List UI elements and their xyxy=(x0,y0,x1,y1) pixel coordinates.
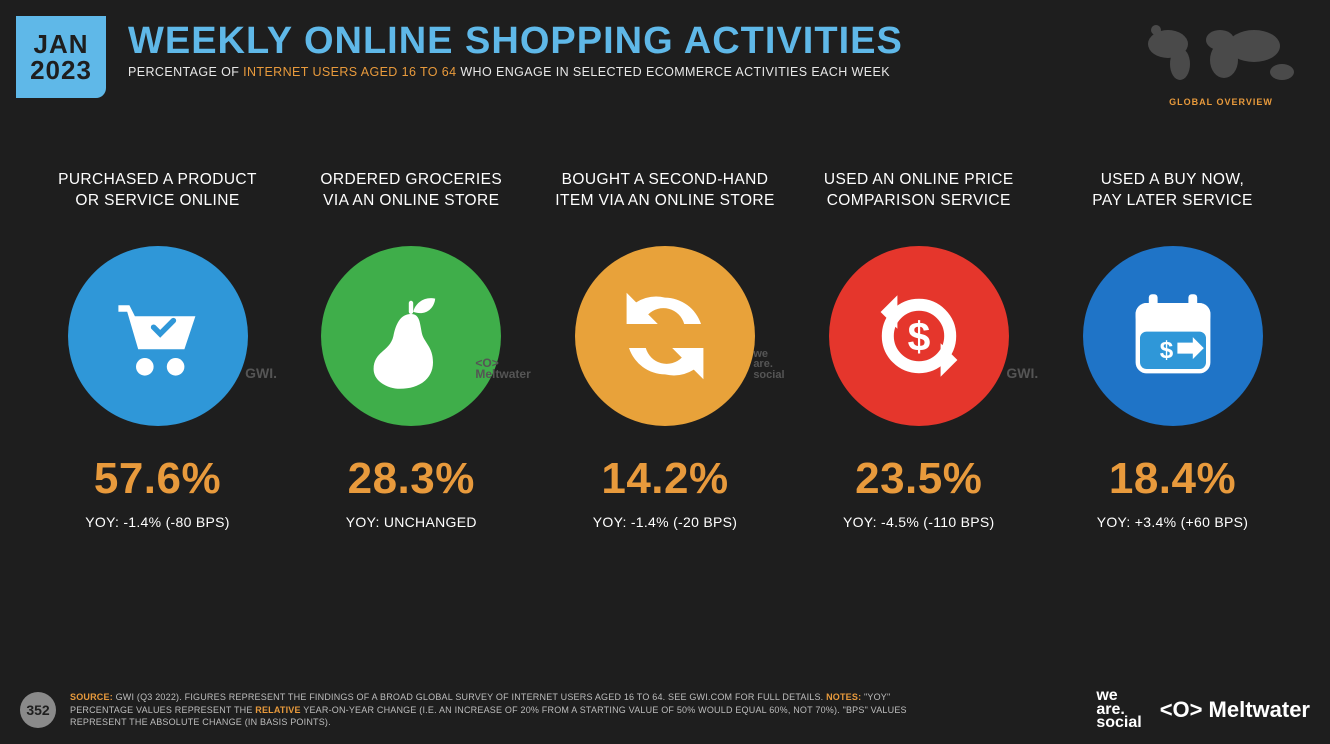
pear-icon xyxy=(321,246,501,426)
stat-yoy: YOY: -1.4% (-80 BPS) xyxy=(40,514,275,530)
cart-icon xyxy=(68,246,248,426)
stat-second-hand: BOUGHT A SECOND-HAND ITEM VIA AN ONLINE … xyxy=(548,170,783,530)
page-title: WEEKLY ONLINE SHOPPING ACTIVITIES xyxy=(128,20,1130,63)
stat-yoy: YOY: +3.4% (+60 BPS) xyxy=(1055,514,1290,530)
page-subtitle: PERCENTAGE OF INTERNET USERS AGED 16 TO … xyxy=(128,65,1130,79)
world-map: GLOBAL OVERVIEW xyxy=(1136,20,1306,107)
svg-text:$: $ xyxy=(1159,337,1173,364)
source-text: SOURCE: GWI (Q3 2022). FIGURES REPRESENT… xyxy=(70,691,950,727)
wearesocial-logo: we are. social xyxy=(1096,689,1141,730)
subtitle-prefix: PERCENTAGE OF xyxy=(128,65,243,79)
calendar-pay-icon: $ xyxy=(1083,246,1263,426)
subtitle-suffix: WHO ENGAGE IN SELECTED ECOMMERCE ACTIVIT… xyxy=(456,65,889,79)
stat-yoy: YOY: -4.5% (-110 BPS) xyxy=(801,514,1036,530)
stat-value: 23.5% xyxy=(801,454,1036,504)
stat-label: PURCHASED A PRODUCT OR SERVICE ONLINE xyxy=(40,170,275,216)
stat-yoy: YOY: -1.4% (-20 BPS) xyxy=(548,514,783,530)
watermark: <O>Meltwater xyxy=(475,358,530,380)
page-number: 352 xyxy=(20,692,56,728)
stat-yoy: YOY: UNCHANGED xyxy=(294,514,529,530)
header: WEEKLY ONLINE SHOPPING ACTIVITIES PERCEN… xyxy=(128,20,1130,79)
stat-label: USED A BUY NOW, PAY LATER SERVICE xyxy=(1055,170,1290,216)
watermark: weare.social xyxy=(753,349,784,380)
dollar-arrows-icon: $ xyxy=(829,246,1009,426)
stat-label: ORDERED GROCERIES VIA AN ONLINE STORE xyxy=(294,170,529,216)
date-month: JAN xyxy=(33,31,88,57)
world-map-label: GLOBAL OVERVIEW xyxy=(1136,97,1306,107)
watermark: GWI. xyxy=(245,367,277,380)
stat-value: 28.3% xyxy=(294,454,529,504)
stat-price-comparison: USED AN ONLINE PRICE COMPARISON SERVICE … xyxy=(801,170,1036,530)
meltwater-icon: <O> xyxy=(1160,697,1203,723)
world-map-icon xyxy=(1136,20,1306,90)
stat-label: BOUGHT A SECOND-HAND ITEM VIA AN ONLINE … xyxy=(548,170,783,216)
stat-bnpl: USED A BUY NOW, PAY LATER SERVICE $ 18.4… xyxy=(1055,170,1290,530)
stat-value: 57.6% xyxy=(40,454,275,504)
svg-text:$: $ xyxy=(907,313,930,359)
date-badge: JAN 2023 xyxy=(16,16,106,98)
footer: 352 SOURCE: GWI (Q3 2022). FIGURES REPRE… xyxy=(20,689,1310,730)
subtitle-highlight: INTERNET USERS AGED 16 TO 64 xyxy=(243,65,456,79)
watermark: GWI. xyxy=(1006,367,1038,380)
stat-value: 18.4% xyxy=(1055,454,1290,504)
brand-logos: we are. social <O>Meltwater xyxy=(1096,689,1310,730)
stat-value: 14.2% xyxy=(548,454,783,504)
date-year: 2023 xyxy=(30,57,92,83)
meltwater-logo: <O>Meltwater xyxy=(1160,697,1310,723)
stats-row: PURCHASED A PRODUCT OR SERVICE ONLINE GW… xyxy=(40,170,1290,530)
stat-purchased-online: PURCHASED A PRODUCT OR SERVICE ONLINE GW… xyxy=(40,170,275,530)
refresh-icon xyxy=(575,246,755,426)
stat-groceries: ORDERED GROCERIES VIA AN ONLINE STORE <O… xyxy=(294,170,529,530)
stat-label: USED AN ONLINE PRICE COMPARISON SERVICE xyxy=(801,170,1036,216)
